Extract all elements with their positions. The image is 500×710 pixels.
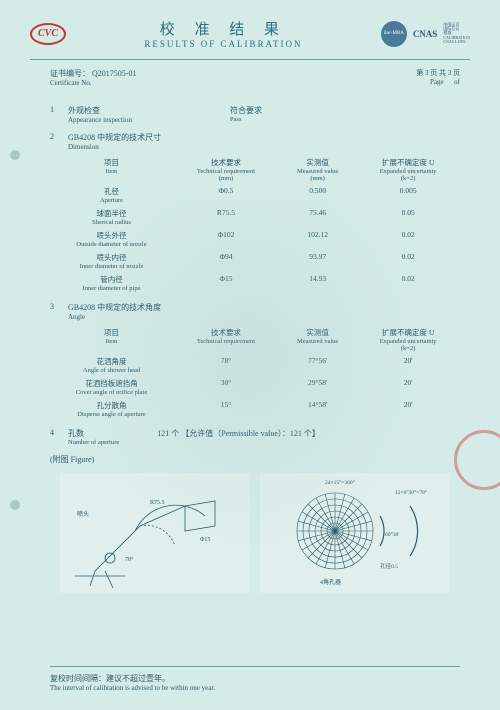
page-indicator: 第 3 页 共 3 页 Page of: [416, 68, 460, 87]
header: CVC 校 准 结 果 RESULTS OF CALIBRATION ilac-…: [0, 0, 500, 55]
pass-value-en: Pass: [230, 116, 262, 123]
title-en: RESULTS OF CALIBRATION: [66, 39, 381, 49]
background-watermark: [40, 200, 460, 590]
cvc-logo: CVC: [30, 23, 66, 45]
cnas-logo: CNAS: [413, 29, 438, 39]
cnas-subtext: 中国认可 国际互认 校准 CALIBRATION CNAS L1892: [443, 23, 470, 45]
section-1: 1 外观检查 Appearance inspection 符合要求 Pass: [50, 105, 460, 124]
ilac-badge: ilac-MRA: [381, 21, 407, 47]
cert-number: Q2017505-01: [92, 69, 136, 78]
certificate-line: 证书编号： Q2017505-01 Certificate No. 第 3 页 …: [0, 60, 500, 91]
footer: 复校时间间隔：建议不超过壹年。 The interval of calibrat…: [50, 666, 460, 692]
title-cn: 校 准 结 果: [66, 18, 381, 39]
pass-value-cn: 符合要求: [230, 105, 262, 116]
